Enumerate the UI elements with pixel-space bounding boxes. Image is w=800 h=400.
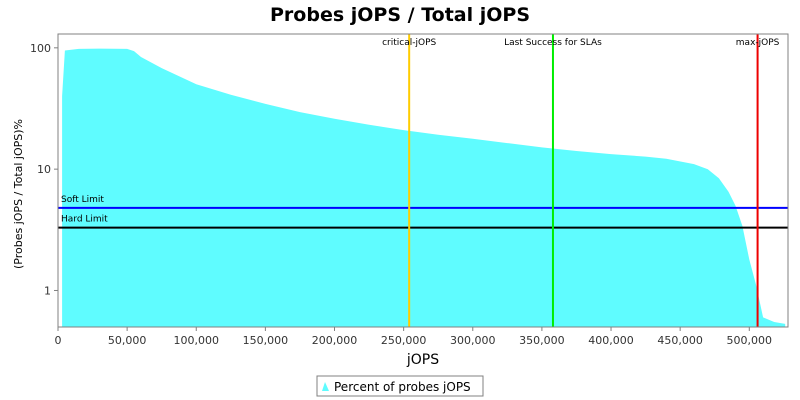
legend-box <box>316 375 484 397</box>
y-tick-label: 1 <box>44 284 51 297</box>
x-tick-label: 0 <box>55 334 62 347</box>
x-tick-label: 150,000 <box>243 334 289 347</box>
y-tick-label: 100 <box>30 42 51 55</box>
x-tick-label: 200,000 <box>312 334 358 347</box>
vline-label-2: max-jOPS <box>736 38 780 48</box>
vline-label-1: Last Success for SLAs <box>504 38 602 48</box>
plot-border <box>57 33 789 328</box>
y-axis-label: (Probes jOPS / Total jOPS)% <box>12 119 25 269</box>
hline-label-1: Hard Limit <box>61 215 108 225</box>
x-tick-label: 450,000 <box>657 334 703 347</box>
x-tick-label: 50,000 <box>108 334 147 347</box>
legend: Percent of probes jOPS <box>316 375 484 397</box>
y-axis: 1 10 100 <box>30 42 58 297</box>
x-tick-label: 400,000 <box>588 334 634 347</box>
plot-area: Soft Limit Hard Limit critical-jOPS Last S… <box>57 33 789 328</box>
legend-swatch <box>322 382 329 391</box>
x-axis-label: jOPS <box>406 352 439 368</box>
area-series-percent-of-probes-jops <box>62 48 786 327</box>
legend-entry-percent-of-probes-jops: Percent of probes jOPS <box>334 380 471 394</box>
x-tick-label: 300,000 <box>450 334 496 347</box>
x-tick-label: 350,000 <box>519 334 565 347</box>
x-axis: 0 50,000 100,000 150,000 200,000 250,000 300,0… <box>55 327 773 347</box>
x-tick-label: 100,000 <box>174 334 220 347</box>
y-tick-label: 10 <box>37 163 51 176</box>
x-tick-label: 250,000 <box>381 334 427 347</box>
vline-label-0: critical-jOPS <box>382 38 436 48</box>
hline-label-0: Soft Limit <box>61 195 104 205</box>
x-tick-label: 500,000 <box>727 334 773 347</box>
chart-title: Probes jOPS / Total jOPS <box>270 4 530 26</box>
